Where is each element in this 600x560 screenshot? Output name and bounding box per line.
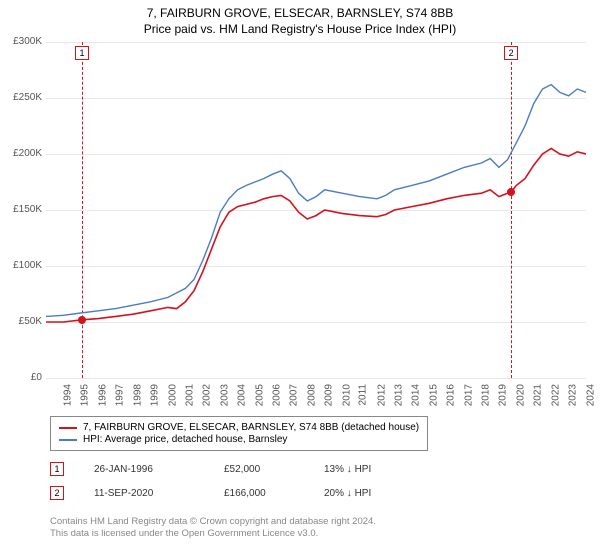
x-tick-label: 2014	[411, 384, 422, 406]
title-block: 7, FAIRBURN GROVE, ELSECAR, BARNSLEY, S7…	[0, 0, 600, 38]
legend-label: 7, FAIRBURN GROVE, ELSECAR, BARNSLEY, S7…	[83, 422, 419, 433]
x-tick-label: 2019	[498, 384, 509, 406]
y-tick-label: £300K	[2, 36, 42, 47]
y-tick-label: £50K	[2, 316, 42, 327]
footer-line-2: This data is licensed under the Open Gov…	[50, 528, 376, 540]
footer-text: Contains HM Land Registry data © Crown c…	[50, 516, 376, 541]
transaction-marker: 2	[50, 486, 64, 500]
x-tick-label: 2006	[271, 384, 282, 406]
x-tick-label: 2004	[236, 384, 247, 406]
x-tick-label: 2007	[289, 384, 300, 406]
title-line-1: 7, FAIRBURN GROVE, ELSECAR, BARNSLEY, S7…	[0, 6, 600, 20]
x-tick-label: 1998	[132, 384, 143, 406]
transaction-date: 26-JAN-1996	[94, 464, 194, 475]
x-tick-label: 2015	[428, 384, 439, 406]
x-tick-label: 2008	[306, 384, 317, 406]
x-tick-label: 1996	[97, 384, 108, 406]
legend-swatch	[59, 427, 77, 429]
title-line-2: Price paid vs. HM Land Registry's House …	[0, 22, 600, 36]
x-tick-label: 2022	[550, 384, 561, 406]
x-tick-label: 2000	[167, 384, 178, 406]
x-tick-label: 2024	[585, 384, 596, 406]
x-tick-label: 2021	[533, 384, 544, 406]
data-point-dot	[78, 316, 86, 324]
x-tick-label: 2016	[445, 384, 456, 406]
x-tick-label: 1999	[149, 384, 160, 406]
transaction-pct: 20% ↓ HPI	[324, 488, 371, 499]
y-tick-label: £100K	[2, 260, 42, 271]
plot-area: £0£50K£100K£150K£200K£250K£300K199419951…	[46, 42, 586, 378]
transaction-price: £166,000	[224, 488, 294, 499]
transaction-date: 11-SEP-2020	[94, 488, 194, 499]
y-tick-label: £200K	[2, 148, 42, 159]
x-tick-label: 1995	[80, 384, 91, 406]
legend-row: 7, FAIRBURN GROVE, ELSECAR, BARNSLEY, S7…	[59, 422, 419, 433]
transaction-row: 2 11-SEP-2020 £166,000 20% ↓ HPI	[50, 486, 371, 500]
y-tick-label: £150K	[2, 204, 42, 215]
transaction-row: 1 26-JAN-1996 £52,000 13% ↓ HPI	[50, 462, 371, 476]
x-tick-label: 2001	[184, 384, 195, 406]
footer-line-1: Contains HM Land Registry data © Crown c…	[50, 516, 376, 528]
x-tick-label: 2011	[358, 384, 369, 406]
gridline	[46, 378, 586, 379]
x-tick-label: 1997	[115, 384, 126, 406]
series-line-hpi	[46, 85, 586, 317]
transaction-price: £52,000	[224, 464, 294, 475]
chart-container: 7, FAIRBURN GROVE, ELSECAR, BARNSLEY, S7…	[0, 0, 600, 560]
x-tick-label: 2018	[480, 384, 491, 406]
legend-box: 7, FAIRBURN GROVE, ELSECAR, BARNSLEY, S7…	[50, 416, 428, 451]
y-tick-label: £0	[2, 372, 42, 383]
legend-label: HPI: Average price, detached house, Barn…	[83, 434, 287, 445]
x-tick-label: 2013	[393, 384, 404, 406]
y-tick-label: £250K	[2, 92, 42, 103]
legend-swatch	[59, 439, 77, 441]
x-tick-label: 2009	[324, 384, 335, 406]
x-tick-label: 1994	[62, 384, 73, 406]
x-tick-label: 2005	[254, 384, 265, 406]
x-tick-label: 2017	[463, 384, 474, 406]
x-tick-label: 2003	[219, 384, 230, 406]
series-line-price_paid	[46, 148, 586, 322]
legend-row: HPI: Average price, detached house, Barn…	[59, 434, 419, 445]
x-tick-label: 2012	[376, 384, 387, 406]
transaction-pct: 13% ↓ HPI	[324, 464, 371, 475]
x-tick-label: 2010	[341, 384, 352, 406]
transaction-marker: 1	[50, 462, 64, 476]
series-svg	[46, 42, 586, 378]
x-tick-label: 2002	[202, 384, 213, 406]
x-tick-label: 2023	[567, 384, 578, 406]
x-tick-label: 2020	[515, 384, 526, 406]
